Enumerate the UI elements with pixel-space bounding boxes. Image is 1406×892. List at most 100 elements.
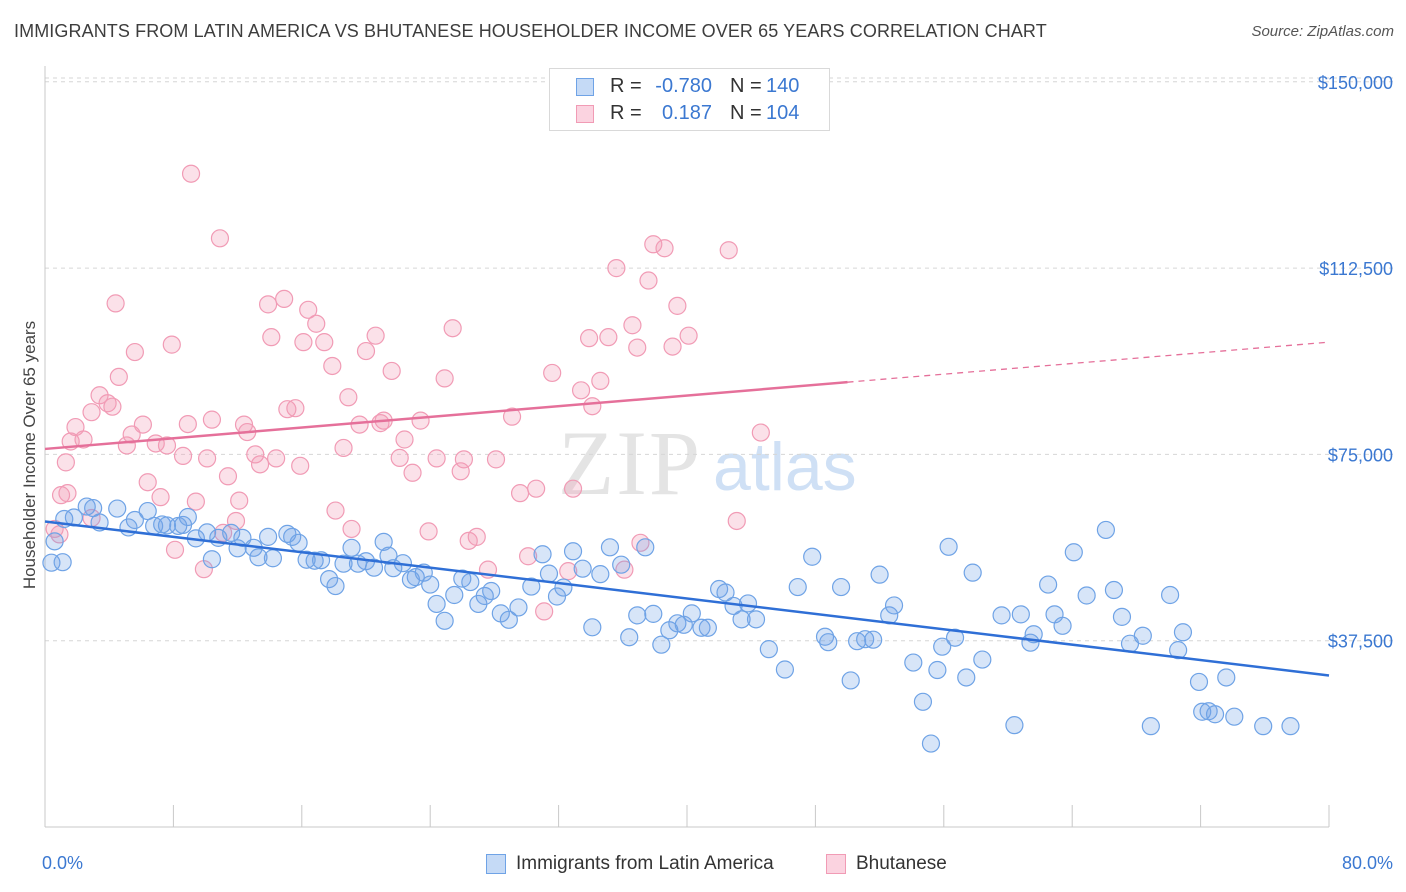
data-point [486, 450, 506, 469]
data-point [1141, 717, 1160, 736]
data-point [421, 575, 440, 594]
data-point [1169, 641, 1188, 660]
y-tick-label: $75,000 [1328, 445, 1393, 465]
chart-source: Source: ZipAtlas.com [1251, 23, 1394, 40]
data-point [138, 473, 157, 492]
data-point [178, 414, 197, 434]
data-point [109, 367, 128, 387]
legend-swatch-bhutanese [826, 854, 846, 874]
series-bhutanese [45, 164, 770, 621]
data-point [246, 445, 265, 464]
data-point [698, 618, 717, 637]
legend-label: Immigrants from Latin America [516, 853, 774, 874]
data-point [103, 397, 122, 416]
watermark-atlas: atlas [713, 429, 857, 505]
tick-labels: $37,500 $75,000 $112,500 $150,000 0.0% 80.0% [42, 73, 1393, 873]
data-point [106, 294, 125, 313]
data-point [1173, 623, 1193, 642]
data-point [928, 660, 947, 680]
data-point [644, 604, 663, 623]
data-point [45, 519, 64, 539]
data-point [133, 415, 153, 434]
y-tick-label: $37,500 [1328, 632, 1393, 652]
data-point [509, 598, 528, 617]
data-point [366, 326, 385, 345]
data-point [1225, 707, 1244, 726]
data-point [668, 296, 687, 315]
data-point [533, 545, 552, 564]
data-point [326, 501, 345, 520]
trend-line-extension [847, 341, 1330, 383]
data-point [904, 653, 923, 672]
stats-row-latin-america: R = -0.780 N = 140 [550, 74, 829, 100]
data-point [1011, 605, 1030, 624]
data-point [775, 660, 795, 679]
data-point [788, 577, 807, 597]
data-point [527, 479, 546, 498]
x-tick-label: 80.0% [1342, 853, 1393, 873]
stats-n-value: 140 [766, 75, 800, 97]
y-axis-title: Householder Income Over 65 years [20, 321, 39, 589]
data-point [628, 606, 647, 625]
data-point [864, 630, 883, 649]
data-point [77, 497, 96, 516]
series-layer [42, 164, 1300, 753]
data-point [374, 532, 393, 551]
stats-swatch-latin-america [576, 78, 594, 96]
data-point [445, 585, 464, 605]
data-point [963, 563, 982, 582]
data-point [599, 328, 618, 347]
data-point [1281, 717, 1300, 736]
data-point [612, 555, 631, 574]
data-point [403, 463, 422, 482]
data-point [1104, 580, 1124, 600]
data-point [579, 329, 599, 348]
data-point [286, 399, 305, 418]
data-point [202, 410, 222, 429]
data-point [628, 338, 647, 357]
data-point [1005, 716, 1024, 735]
data-point [539, 564, 559, 583]
data-point [738, 594, 758, 613]
data-point [435, 611, 454, 630]
data-point [819, 633, 838, 652]
data-point [454, 450, 474, 469]
data-point [125, 342, 144, 362]
data-point [482, 581, 501, 601]
data-point [443, 319, 462, 338]
data-point [663, 337, 682, 356]
data-point [751, 423, 770, 442]
data-point [759, 640, 778, 659]
data-point [639, 271, 658, 290]
data-point [198, 449, 217, 468]
data-point [230, 491, 249, 510]
data-point [334, 554, 353, 573]
data-point [342, 538, 361, 557]
data-point [803, 547, 822, 566]
data-point [510, 484, 530, 503]
chart-legend: Immigrants from Latin America Bhutanese [0, 852, 1406, 878]
stats-swatch-bhutanese [576, 105, 594, 123]
data-point [250, 455, 270, 474]
data-point [583, 397, 602, 416]
data-point [258, 527, 278, 546]
data-point [289, 533, 308, 552]
data-point [435, 369, 454, 388]
data-point [1217, 668, 1236, 687]
data-point [573, 559, 592, 578]
data-point [82, 403, 101, 422]
data-point [884, 596, 904, 615]
data-point [682, 604, 701, 623]
axes [44, 66, 1330, 828]
data-point [933, 637, 952, 656]
data-point [356, 341, 376, 361]
data-point [157, 436, 177, 455]
data-point [451, 462, 470, 481]
stats-n-label: N = [730, 75, 762, 97]
data-point [202, 550, 222, 569]
data-point [727, 511, 746, 531]
data-point [913, 692, 933, 711]
data-point [315, 333, 334, 352]
data-point [600, 538, 620, 557]
